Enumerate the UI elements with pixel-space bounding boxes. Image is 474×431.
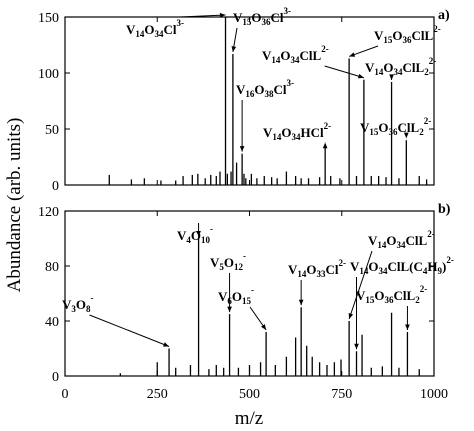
x-axis-title: m/z xyxy=(235,408,264,429)
y-tick-label: 40 xyxy=(45,315,59,330)
panel-label: a) xyxy=(438,8,450,23)
annotation-arrowhead xyxy=(231,46,237,52)
y-tick-label: 100 xyxy=(38,67,59,82)
annotation-arrowhead xyxy=(405,324,410,330)
peak-annotation: V4O10- xyxy=(177,224,213,245)
panel-label: b) xyxy=(438,202,451,217)
annotation-arrow xyxy=(179,14,226,18)
annotation-arrowhead xyxy=(357,73,364,79)
peak-annotation: V3O8- xyxy=(62,293,94,314)
x-tick-label: 0 xyxy=(62,387,69,402)
annotation-arrow xyxy=(324,65,365,79)
annotation-arrowhead xyxy=(163,342,170,347)
peak-annotation: V15O36ClL2- xyxy=(374,24,441,45)
peak-annotation: V14O34ClL(C4H9)2- xyxy=(350,255,454,276)
annotation-arrow xyxy=(89,314,170,347)
peak-annotation: V14O34ClL2- xyxy=(262,44,329,65)
panel-b: 0 250 500 750 1000 0 40 80 120 b) V3O8- V4O10- V5O12… xyxy=(38,202,454,402)
annotation-arrowhead xyxy=(403,132,409,139)
peak-annotation: V15O36ClL22- xyxy=(360,116,431,137)
annotation-arrowhead xyxy=(298,299,304,306)
annotation-arrowhead xyxy=(348,313,354,319)
y-tick-label: 120 xyxy=(38,205,59,220)
x-tick-label: 1000 xyxy=(420,387,448,402)
peak-annotation: V14O34ClL2- xyxy=(368,229,435,250)
annotation-arrowhead xyxy=(227,306,232,313)
peak-annotation: V14O34HCl2- xyxy=(263,121,331,142)
annotation-arrowhead xyxy=(239,146,245,152)
x-tick-label: 750 xyxy=(331,387,352,402)
y-axis-title: Abundance (arb. units) xyxy=(4,118,25,293)
peak-annotation: V14O33Cl2- xyxy=(288,258,346,279)
annotation-arrowhead xyxy=(219,12,226,18)
annotation-arrowhead xyxy=(196,230,201,237)
peak-annotation: V15O36ClL22- xyxy=(356,284,427,305)
annotation-arrow xyxy=(348,250,373,320)
x-tick-label: 500 xyxy=(239,387,260,402)
y-tick-label: 0 xyxy=(52,370,59,385)
peak-annotation: V14O34Cl3- xyxy=(126,18,184,39)
y-tick-label: 150 xyxy=(38,11,59,26)
peak-annotation: V14O34ClL22- xyxy=(365,56,436,77)
annotation-arrowhead xyxy=(261,324,267,330)
y-tick-label: 80 xyxy=(45,260,59,275)
annotation-arrowhead xyxy=(349,52,356,57)
peak-annotation: V6O15- xyxy=(218,285,254,306)
x-tick-label: 250 xyxy=(147,387,168,402)
annotation-arrowhead xyxy=(389,74,394,80)
annotation-arrowhead xyxy=(354,343,359,350)
peak-annotation: V5O12- xyxy=(210,251,246,272)
y-tick-label: 50 xyxy=(45,123,59,138)
panel-a: 0 50 100 150 a) V14O34Cl3- V15O36Cl3- V16O38Cl3… xyxy=(38,6,450,194)
y-tick-label: 0 xyxy=(52,179,59,194)
peak-annotation: V15O36Cl3- xyxy=(233,6,291,27)
annotation-arrowhead xyxy=(322,142,328,149)
peak-annotation: V16O38Cl3- xyxy=(236,78,294,99)
